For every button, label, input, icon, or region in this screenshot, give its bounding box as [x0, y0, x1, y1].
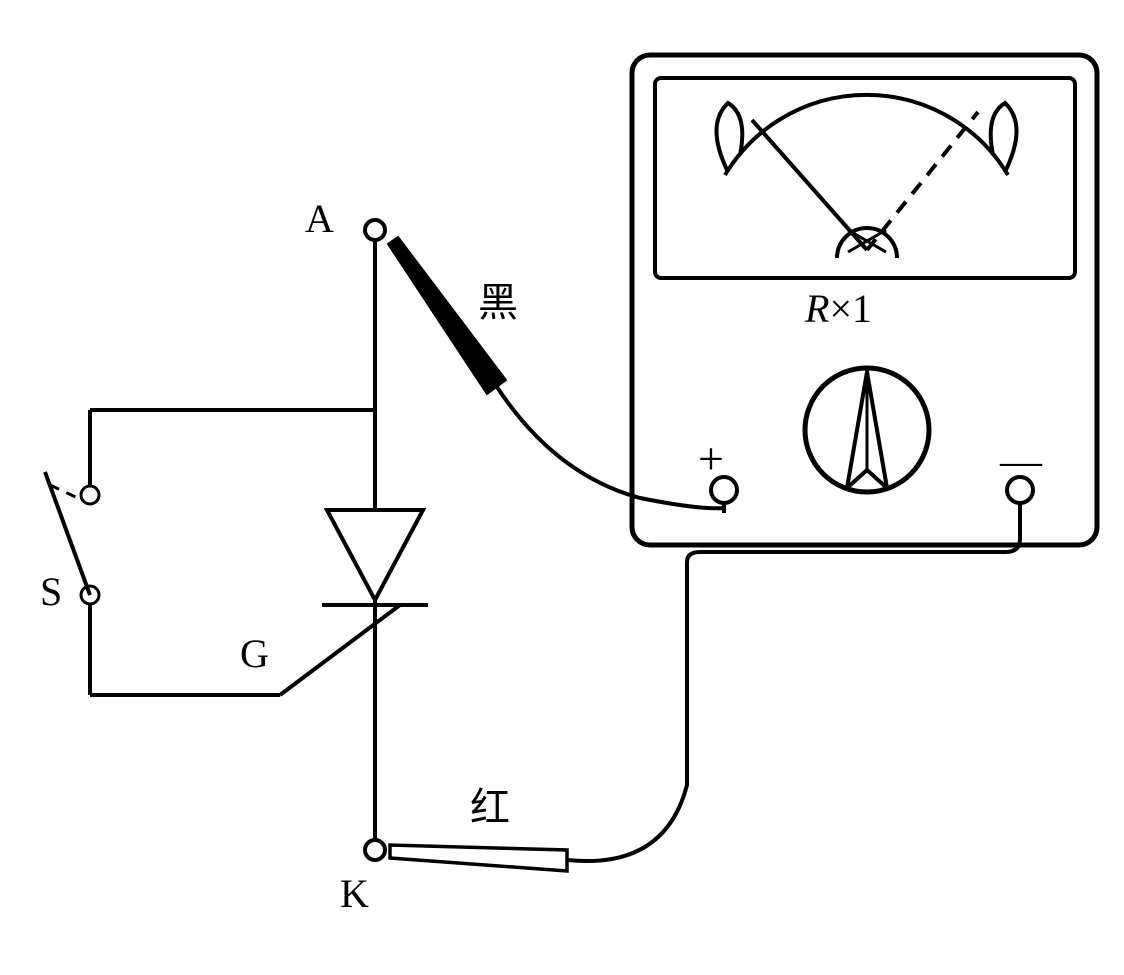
- label-K: K: [340, 870, 369, 917]
- label-meter-range: R×1: [805, 285, 872, 332]
- label-meter-range-R: R: [805, 286, 829, 331]
- probe-red-body: [390, 845, 567, 871]
- scr-gate-lead: [280, 605, 400, 695]
- label-A: A: [305, 195, 334, 242]
- terminal-K-node: [365, 840, 385, 860]
- switch-node-top: [81, 486, 99, 504]
- label-plus: +: [698, 432, 724, 485]
- label-meter-range-rest: ×1: [829, 286, 872, 331]
- label-minus: —: [1000, 438, 1042, 486]
- circuit-diagram: [0, 0, 1124, 975]
- probe-red-wire: [567, 508, 1020, 861]
- label-G: G: [240, 630, 269, 677]
- terminal-A-node: [365, 220, 385, 240]
- label-probe-red: 红: [470, 775, 510, 833]
- scr-triangle: [327, 510, 423, 600]
- label-S: S: [40, 568, 62, 615]
- label-probe-black: 黑: [478, 270, 518, 328]
